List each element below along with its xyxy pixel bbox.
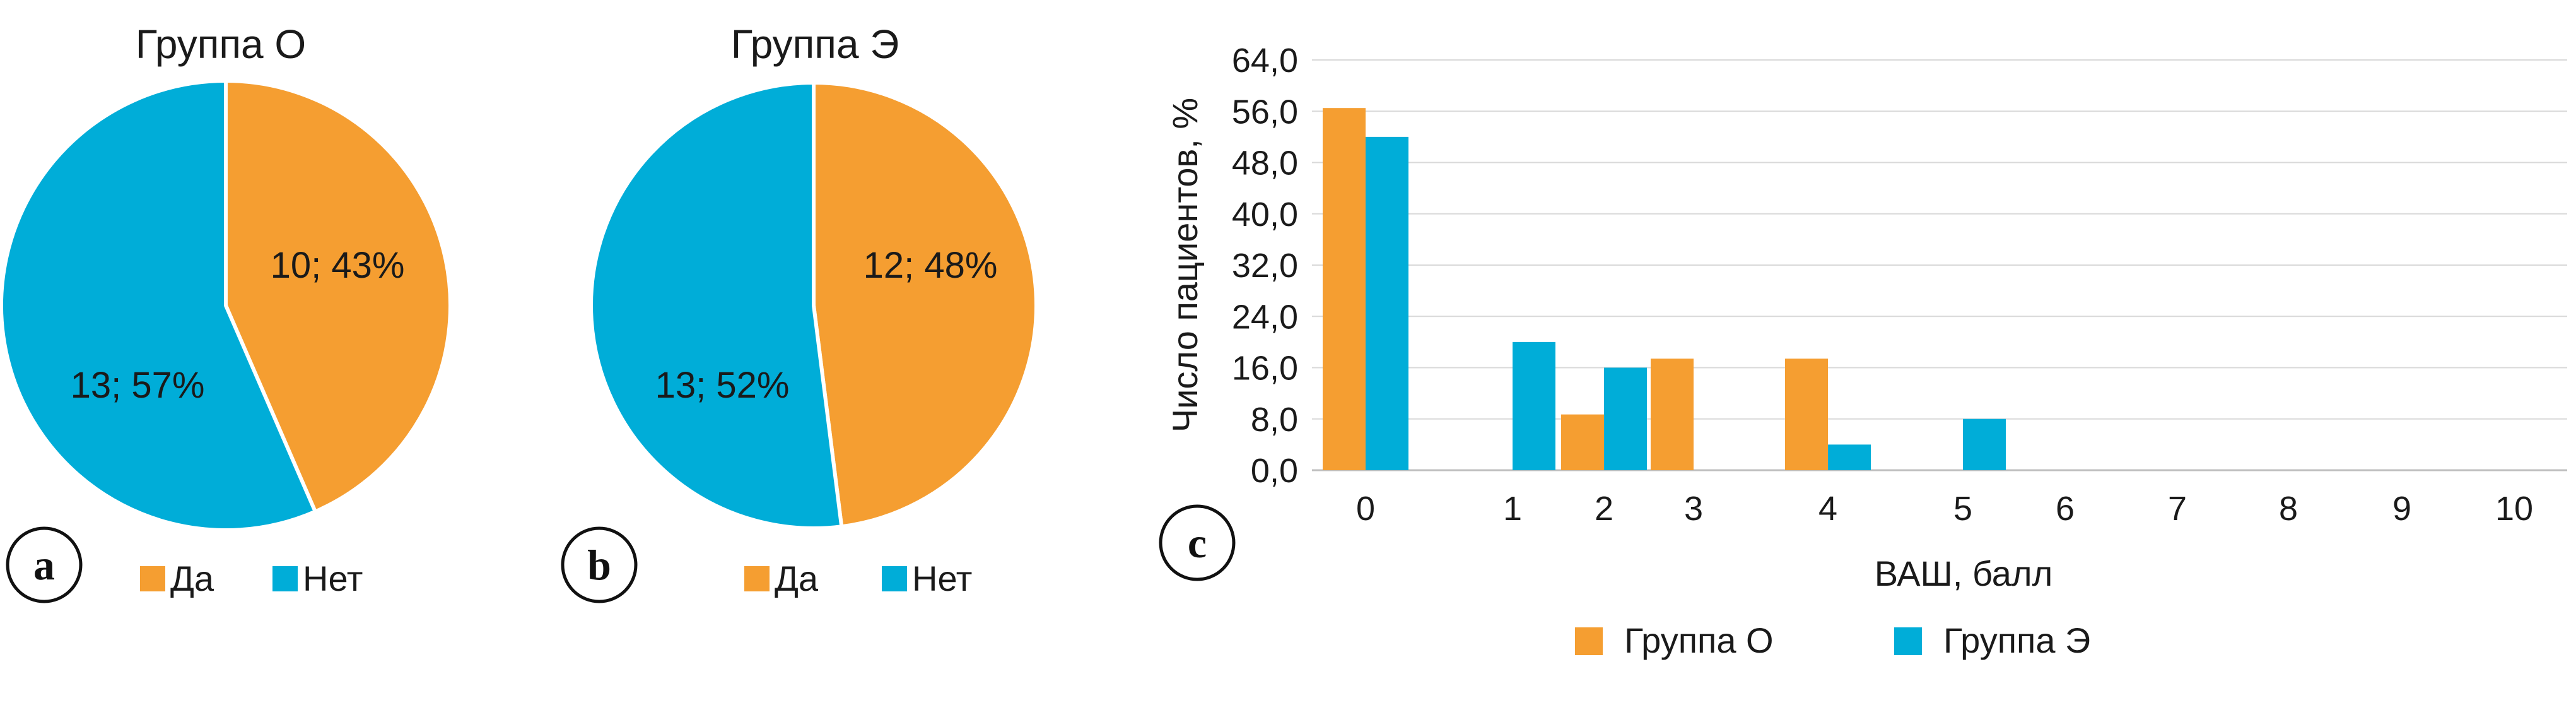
bar-x-tick-label: 0 bbox=[1356, 490, 1375, 528]
bar-x-tick-label: 6 bbox=[2056, 490, 2075, 528]
panel-b: Группа Э 12; 48% 13; 52% b Да Нет bbox=[561, 21, 1038, 603]
bar-group-o-2 bbox=[1561, 414, 1604, 470]
pie-a-slices bbox=[0, 78, 452, 532]
bar-group-o-4 bbox=[1785, 358, 1828, 470]
badge-b-circle bbox=[561, 526, 638, 603]
pie-b-label-no: 13; 52% bbox=[655, 365, 790, 406]
pie-b-title: Группа Э bbox=[731, 21, 899, 67]
badge-c-circle bbox=[1159, 504, 1236, 581]
pie-b-legend: Да Нет bbox=[744, 559, 972, 598]
badge-b: b bbox=[561, 526, 638, 603]
pie-a-slice-no bbox=[0, 78, 318, 532]
pie-b-slices bbox=[589, 80, 1038, 530]
legend-a-label-yes: Да bbox=[170, 559, 214, 598]
pie-b-slice-yes bbox=[812, 80, 1038, 529]
bar-x-tick-label: 7 bbox=[2168, 490, 2187, 528]
pie-a-title: Группа О bbox=[136, 21, 306, 67]
bar-x-tick-label: 5 bbox=[1953, 490, 1972, 528]
bar-y-tick-label: 16,0 bbox=[1232, 350, 1298, 388]
bar-group-e-2 bbox=[1604, 367, 1647, 470]
legend-a-label-no: Нет bbox=[303, 559, 363, 598]
bar-y-tick-label: 56,0 bbox=[1232, 93, 1298, 131]
legend-a-swatch-yes bbox=[140, 566, 165, 591]
badge-a-circle bbox=[6, 526, 83, 603]
bar-x-tick-label: 9 bbox=[2392, 490, 2411, 528]
pie-a-slice-yes bbox=[224, 78, 452, 514]
bar-legend-swatch-group-o bbox=[1575, 627, 1603, 655]
bar-y-tick-label: 24,0 bbox=[1232, 298, 1298, 336]
bar-legend-swatch-group-e bbox=[1894, 627, 1922, 655]
bar-x-tick-label: 1 bbox=[1503, 490, 1522, 528]
bar-y-tick-label: 0,0 bbox=[1251, 452, 1298, 490]
pie-a-label-no: 13; 57% bbox=[71, 365, 205, 406]
bar-y-tick-label: 32,0 bbox=[1232, 247, 1298, 285]
bar-y-tick-label: 64,0 bbox=[1232, 42, 1298, 80]
bar-y-tick-label: 40,0 bbox=[1232, 196, 1298, 234]
bar-y-tick-label: 48,0 bbox=[1232, 145, 1298, 182]
panel-a: Группа О 10; 43% 13; 57% a Да Нет bbox=[0, 21, 452, 603]
legend-b-label-no: Нет bbox=[912, 559, 972, 598]
pie-b-slice-no bbox=[589, 80, 844, 530]
bar-group-e-0 bbox=[1366, 136, 1408, 470]
bar-x-tick-label: 10 bbox=[2495, 490, 2533, 528]
bar-y-tick-labels: 0,0 8,0 16,0 24,0 32,0 40,0 48,0 56,0 64,0 bbox=[1232, 42, 1298, 490]
legend-b-label-yes: Да bbox=[775, 559, 819, 598]
bar-x-axis-label: ВАШ, балл bbox=[1875, 554, 2053, 593]
bar-legend-label-group-e: Группа Э bbox=[1943, 620, 2090, 660]
badge-c: c bbox=[1159, 504, 1236, 581]
bar-group-o-0 bbox=[1323, 108, 1366, 470]
badge-b-letter: b bbox=[587, 541, 611, 589]
bar-x-tick-label: 2 bbox=[1595, 490, 1613, 528]
bar-gridlines bbox=[1312, 59, 2567, 471]
legend-a-swatch-no bbox=[272, 566, 298, 591]
pie-a-legend: Да Нет bbox=[140, 559, 363, 598]
bar-group-o-3 bbox=[1651, 358, 1694, 470]
pie-b-label-yes: 12; 48% bbox=[864, 245, 998, 286]
bar-x-tick-labels: 0 1 2 3 4 5 6 7 8 9 10 bbox=[1356, 490, 2533, 528]
legend-b-swatch-yes bbox=[744, 566, 770, 591]
bar-x-tick-label: 4 bbox=[1818, 490, 1837, 528]
bar-group-e-4 bbox=[1828, 444, 1871, 470]
badge-a-letter: a bbox=[33, 541, 55, 589]
bar-bars bbox=[1323, 108, 2006, 470]
bar-legend-label-group-o: Группа О bbox=[1624, 620, 1774, 660]
panel-c: 0,0 8,0 16,0 24,0 32,0 40,0 48,0 56,0 64,0 0 1 2 3 4… bbox=[1159, 42, 2567, 660]
bar-x-tick-label: 8 bbox=[2279, 490, 2298, 528]
pie-a-label-yes: 10; 43% bbox=[271, 245, 405, 286]
bar-x-tick-label: 3 bbox=[1684, 490, 1703, 528]
bar-y-axis-label: Число пациентов, % bbox=[1165, 98, 1205, 432]
badge-a: a bbox=[6, 526, 83, 603]
bar-group-e-1 bbox=[1513, 341, 1555, 470]
bar-legend: Группа О Группа Э bbox=[1575, 620, 2090, 660]
bar-group-e-5 bbox=[1963, 418, 2006, 470]
legend-b-swatch-no bbox=[882, 566, 907, 591]
badge-c-letter: c bbox=[1188, 519, 1207, 567]
bar-y-tick-label: 8,0 bbox=[1251, 401, 1298, 439]
